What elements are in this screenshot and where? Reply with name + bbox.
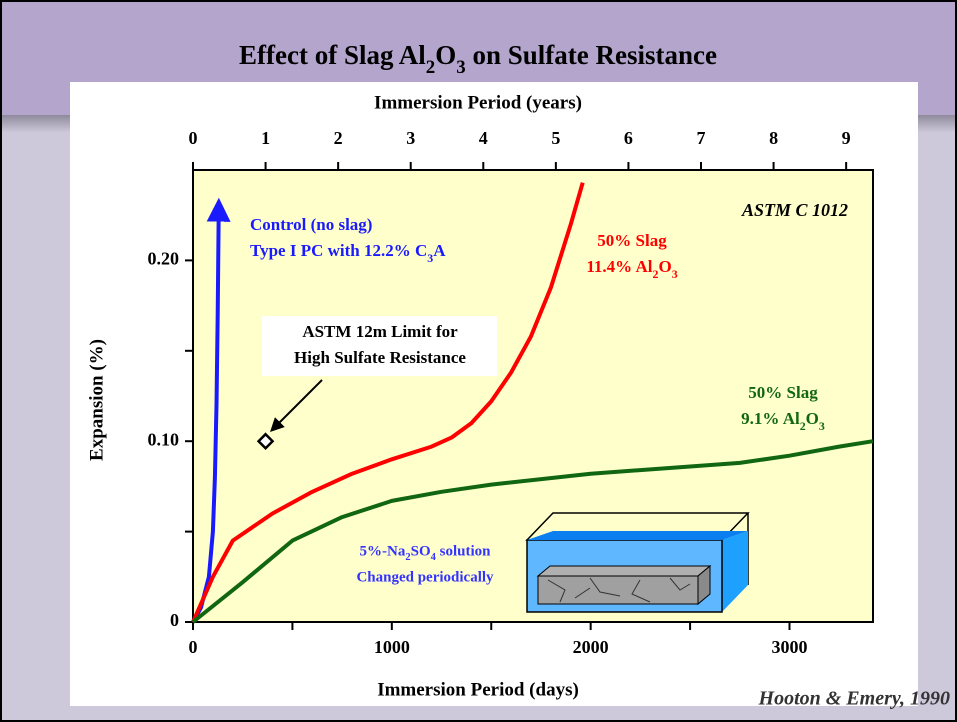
- solution-label: 5%-Na2SO4 solution: [360, 543, 492, 562]
- y-tick-label: 0: [170, 610, 179, 630]
- x2-tick-label: 3: [406, 128, 415, 148]
- limit-label: ASTM 12m Limit for: [302, 322, 458, 341]
- limit-point: [256, 432, 275, 450]
- x2-tick-label: 4: [479, 128, 488, 148]
- limit-label: High Sulfate Resistance: [294, 348, 466, 367]
- solution-label: Changed periodically: [356, 569, 494, 585]
- tank-illustration: [525, 512, 750, 613]
- x-tick-label: 2000: [573, 637, 609, 657]
- x2-tick-label: 9: [842, 128, 851, 148]
- x2-axis-label: Immersion Period (years): [374, 92, 582, 113]
- series-label: 50% Slag: [748, 383, 818, 402]
- series-label: Control (no slag): [250, 215, 372, 234]
- y-tick-label: 0.10: [148, 429, 180, 449]
- source: Hooton & Emery, 1990: [758, 688, 950, 710]
- x-axis-label: Immersion Period (days): [377, 679, 579, 700]
- limit-arrow: [270, 379, 323, 432]
- series-line: [191, 439, 874, 624]
- series-label: Type I PC with 12.2% C3A: [250, 241, 446, 265]
- x-tick-label: 3000: [771, 637, 807, 657]
- x-tick-label: 0: [189, 637, 198, 657]
- limit-box: [262, 316, 497, 376]
- x2-tick-label: 7: [697, 128, 706, 148]
- x2-tick-label: 6: [624, 128, 633, 148]
- y-axis-label: Expansion (%): [86, 339, 107, 461]
- x2-tick-label: 8: [769, 128, 778, 148]
- x-tick-label: 1000: [374, 637, 410, 657]
- series-line: [191, 182, 585, 623]
- x2-tick-label: 1: [261, 128, 270, 148]
- y-tick-label: 0.20: [148, 249, 180, 269]
- series-label: 50% Slag: [597, 231, 667, 250]
- standard-label: ASTM C 1012: [741, 200, 848, 220]
- x2-tick-label: 5: [551, 128, 560, 148]
- x2-tick-label: 2: [334, 128, 343, 148]
- x2-tick-label: 0: [189, 128, 198, 148]
